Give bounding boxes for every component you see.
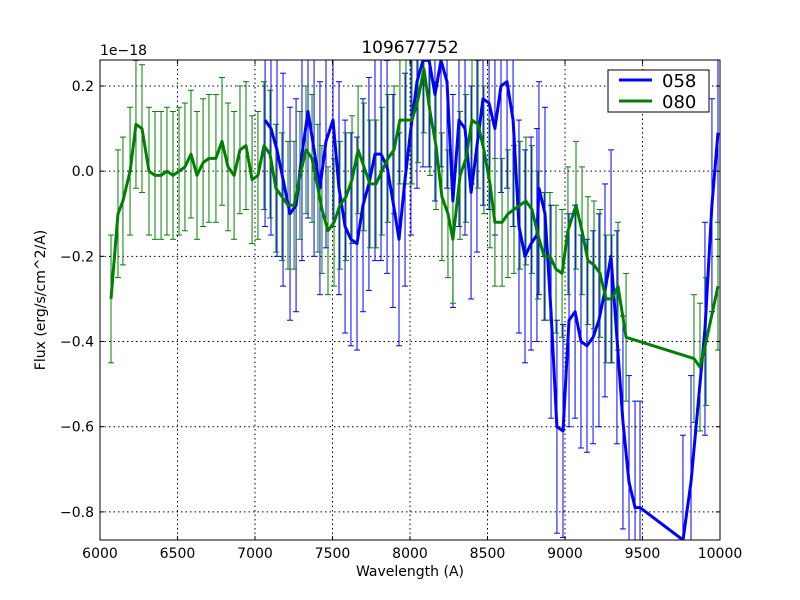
y-tick-label: −0.6: [60, 420, 94, 436]
chart-title: 109677752: [361, 38, 458, 58]
x-tick-label: 6500: [160, 546, 196, 562]
legend: 058 080: [607, 69, 710, 113]
x-tick-label: 8500: [470, 546, 506, 562]
x-axis-label: Wavelength (A): [356, 564, 464, 580]
legend-label-080: 080: [662, 92, 696, 113]
series-line-058: [263, 60, 720, 540]
x-tick-label: 9500: [625, 546, 661, 562]
x-tick-label: 10000: [698, 546, 743, 562]
y-tick-label: −0.2: [60, 249, 94, 265]
y-tick-label: −0.8: [60, 505, 94, 521]
y-tick-label: 0.0: [72, 164, 94, 180]
x-tick-label: 6000: [82, 546, 118, 562]
x-tick-label: 7500: [315, 546, 351, 562]
series-line-080: [109, 67, 720, 369]
plot-area: [108, 60, 720, 540]
y-axis-label: Flux (erg/s/cm^2/A): [33, 230, 49, 370]
legend-label-058: 058: [662, 71, 696, 92]
x-tick-label: 7000: [237, 546, 273, 562]
y-tick-label: −0.4: [60, 335, 94, 351]
offset-text: 1e−18: [100, 43, 147, 59]
ticks: 6000 6500 7000 7500 8000 8500 9000 9500 10000 −0.…: [60, 60, 742, 562]
x-tick-label: 8000: [392, 546, 428, 562]
y-tick-label: 0.2: [72, 79, 94, 95]
legend-box: [607, 69, 710, 113]
x-tick-label: 9000: [547, 546, 583, 562]
